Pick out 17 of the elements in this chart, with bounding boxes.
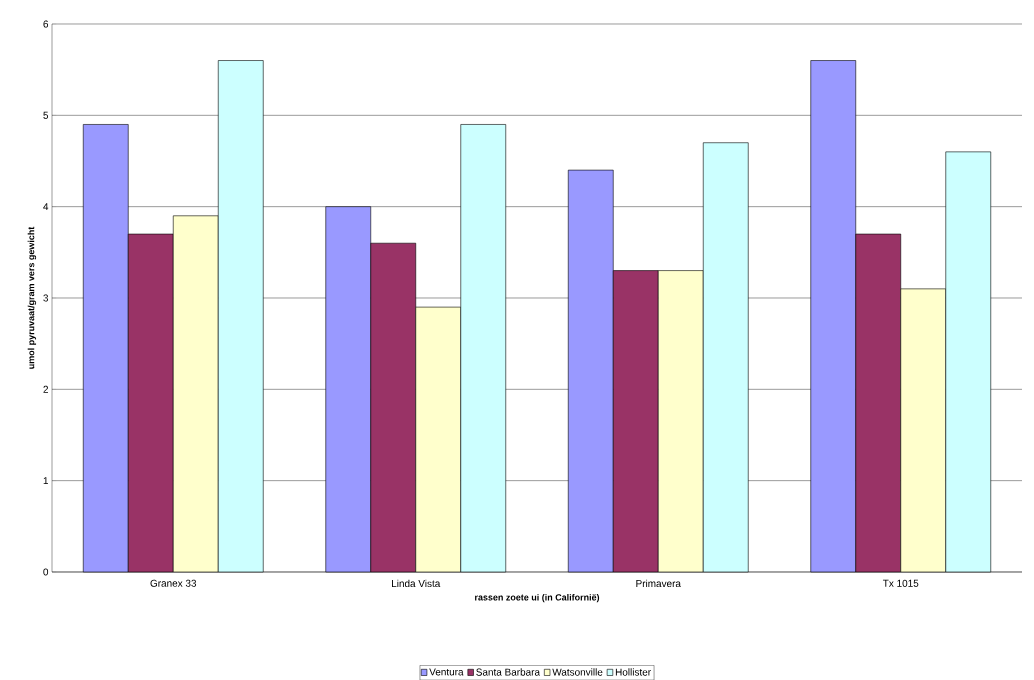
y-tick-label: 0 <box>43 568 49 576</box>
x-axis-title: rassen zoete ui (in Californië) <box>475 593 600 603</box>
x-tick-label: Linda Vista <box>392 579 441 587</box>
x-tick-label: Tx 1015 <box>882 579 919 587</box>
x-tick-label: Granex 33 <box>150 579 197 587</box>
y-tick-label: 3 <box>43 294 49 302</box>
legend-label: Watsonville <box>552 668 603 676</box>
y-tick-label: 6 <box>43 20 49 28</box>
y-tick-label: 2 <box>43 385 48 393</box>
legend-label: Santa Barbara <box>476 668 541 676</box>
y-tick-label: 4 <box>43 203 49 210</box>
legend-label: Hollister <box>615 668 651 676</box>
legend-label: Ventura <box>429 668 464 676</box>
y-tick-label: 5 <box>43 111 49 119</box>
y-axis-title: umol pyruvaat/gram vers gewicht <box>27 226 37 369</box>
x-tick-label: Primavera <box>636 579 681 587</box>
y-tick-label: 1 <box>43 477 49 484</box>
